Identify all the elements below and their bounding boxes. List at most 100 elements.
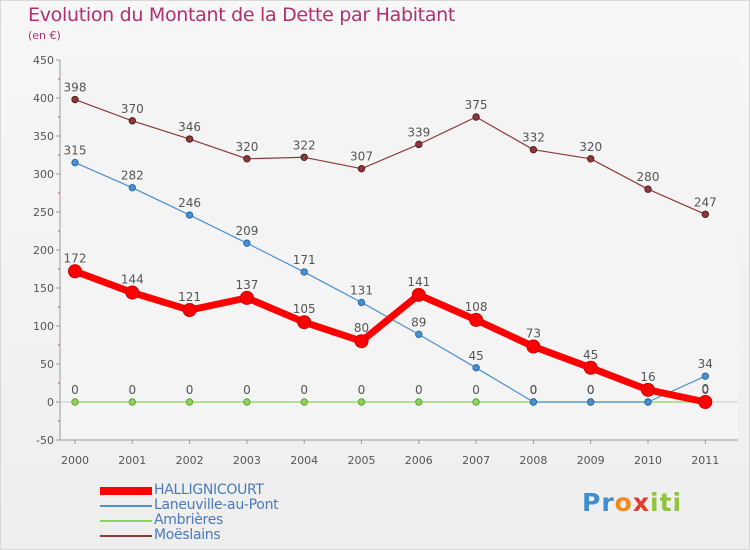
data-label: 0 (701, 383, 709, 397)
data-label: 0 (472, 383, 480, 397)
data-point (415, 140, 423, 149)
series-mo-slains: 398 370 346 320 322 307 339 375 332 320 280 247 (64, 81, 717, 218)
legend-swatch (100, 487, 152, 495)
proxiti-logo: Proxiti (582, 488, 682, 517)
legend-label: Laneuville-au-Pont (154, 497, 279, 513)
x-tick-label: 2010 (634, 454, 662, 467)
data-label: 280 (637, 170, 660, 184)
data-point (185, 398, 194, 406)
data-label: 0 (530, 383, 538, 397)
logo-letter: o (614, 488, 633, 517)
data-point (526, 339, 541, 354)
data-label: 171 (293, 253, 316, 267)
data-point (128, 398, 137, 406)
data-label: 131 (350, 283, 373, 297)
legend-label: Moëslains (154, 527, 221, 543)
series-line (73, 267, 707, 406)
legend-swatch (100, 520, 152, 522)
data-label: 0 (701, 382, 709, 396)
data-point (357, 298, 366, 307)
logo-letter: r (601, 488, 615, 517)
data-point (71, 398, 79, 406)
data-label: 16 (640, 370, 655, 384)
data-point (243, 398, 251, 406)
data-label: 0 (71, 383, 79, 397)
logo-letter: i (650, 488, 660, 517)
data-label: 320 (235, 140, 258, 154)
data-label: 45 (583, 348, 598, 362)
data-label: 346 (178, 120, 201, 134)
x-tick-label: 2009 (577, 454, 605, 467)
logo-letter: t (659, 488, 673, 517)
data-label: 105 (293, 302, 316, 316)
data-point (415, 398, 423, 406)
series-line (74, 98, 706, 215)
data-label: 141 (407, 275, 430, 289)
data-point (644, 185, 652, 193)
x-tick-label: 2002 (176, 454, 204, 467)
data-label: 108 (465, 300, 488, 314)
data-point (68, 264, 82, 279)
data-label: 172 (64, 251, 87, 265)
data-label: 339 (407, 125, 430, 139)
data-point (698, 395, 713, 409)
data-label: 332 (522, 131, 545, 145)
y-tick-label: 200 (33, 244, 54, 257)
data-point (71, 158, 79, 167)
y-tick-label: 450 (33, 54, 54, 67)
data-point (239, 290, 254, 305)
data-label: 0 (358, 383, 366, 397)
y-tick-label: -50 (36, 434, 54, 447)
y-tick-label: 150 (33, 282, 54, 295)
data-label: 375 (465, 98, 488, 112)
data-label: 34 (698, 357, 713, 371)
data-point (300, 398, 308, 406)
data-point (128, 183, 137, 192)
logo-letter: x (632, 488, 650, 517)
data-point (185, 135, 194, 143)
data-point (472, 113, 480, 121)
y-tick-label: 0 (47, 396, 54, 409)
data-point (182, 303, 197, 318)
x-tick-label: 2001 (118, 454, 146, 467)
data-label: 370 (121, 102, 144, 116)
data-point (357, 398, 366, 406)
data-point (472, 398, 480, 406)
data-label: 282 (121, 169, 144, 183)
data-label: 307 (350, 150, 373, 164)
data-point (128, 117, 137, 125)
logo-letter: P (582, 488, 602, 517)
data-point (125, 285, 140, 300)
x-tick-label: 2000 (61, 454, 89, 467)
data-label: 246 (178, 196, 201, 210)
data-label: 320 (579, 140, 602, 154)
series-hallignicourt: 172 144 121 137 105 80 141 108 73 45 16 0 (64, 251, 713, 409)
data-label: 121 (178, 290, 201, 304)
x-tick-label: 2003 (233, 454, 261, 467)
data-label: 80 (354, 321, 369, 335)
data-point (641, 382, 655, 397)
y-tick-label: 50 (40, 358, 54, 371)
data-label: 322 (293, 138, 316, 152)
x-tick-label: 2005 (348, 454, 376, 467)
data-point (71, 95, 79, 104)
x-tick-label: 2004 (290, 454, 318, 467)
data-point (644, 398, 652, 406)
logo-letter: i (672, 488, 683, 517)
data-point (701, 372, 709, 380)
data-point (529, 398, 538, 406)
data-label: 0 (186, 383, 194, 397)
data-label: 398 (64, 81, 87, 95)
data-point (300, 153, 308, 161)
data-label: 137 (235, 278, 258, 292)
data-point (411, 287, 426, 302)
data-point (415, 330, 423, 339)
y-tick-label: 400 (33, 92, 54, 105)
data-label: 0 (530, 383, 538, 397)
data-label: 0 (300, 383, 308, 397)
x-tick-label: 2008 (519, 454, 547, 467)
data-point (185, 211, 194, 219)
data-label: 0 (587, 383, 595, 397)
data-label: 0 (243, 383, 251, 397)
data-label: 144 (121, 273, 144, 287)
